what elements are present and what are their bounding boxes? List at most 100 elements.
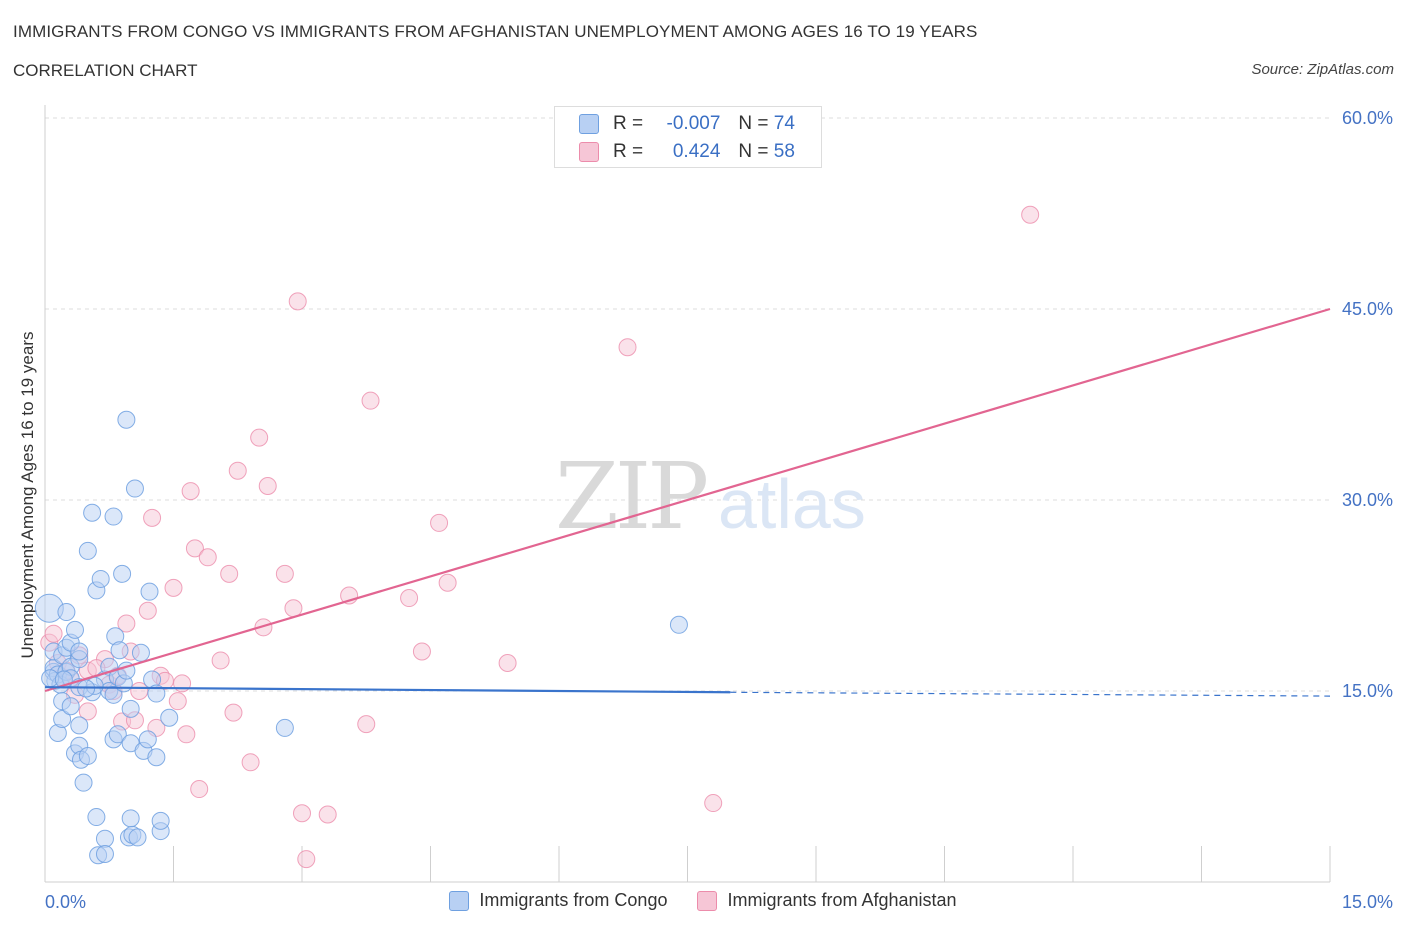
axes bbox=[44, 105, 1331, 883]
x-tick-label: 15.0% bbox=[1342, 892, 1393, 912]
congo-point bbox=[121, 809, 140, 828]
afghanistan-point bbox=[177, 725, 196, 744]
congo-point bbox=[140, 582, 159, 601]
congo-point bbox=[95, 844, 114, 863]
afghanistan-point bbox=[1021, 205, 1040, 224]
legend-r-label: R = bbox=[613, 113, 644, 134]
legend-r-value-afghanistan: 0.424 bbox=[672, 141, 721, 162]
congo-point bbox=[87, 808, 106, 827]
chart-subtitle: CORRELATION CHART bbox=[13, 61, 198, 80]
congo-point bbox=[78, 746, 97, 765]
legend-swatch-congo bbox=[449, 890, 470, 911]
congo-point bbox=[147, 748, 166, 767]
congo-point bbox=[151, 811, 170, 830]
afghanistan-point bbox=[143, 508, 162, 527]
afghanistan-point bbox=[181, 482, 200, 501]
afghanistan-point bbox=[78, 702, 97, 721]
congo-trend-line-extension bbox=[730, 691, 1331, 697]
congo-point bbox=[104, 685, 123, 704]
congo-point bbox=[70, 716, 89, 735]
afghanistan-point bbox=[117, 614, 136, 633]
congo-point bbox=[61, 697, 80, 716]
afghanistan-point bbox=[190, 780, 209, 799]
afghanistan-point bbox=[224, 703, 243, 722]
afghanistan-point bbox=[258, 476, 277, 495]
afghanistan-point bbox=[138, 601, 157, 620]
watermark-zip: ZIP bbox=[555, 443, 706, 550]
afghanistan-point bbox=[400, 589, 419, 608]
series-legend: Immigrants from Congo Immigrants from Af… bbox=[0, 890, 1406, 911]
afghanistan-point bbox=[228, 461, 247, 480]
watermark-atlas: atlas bbox=[718, 465, 866, 543]
afghanistan-point bbox=[211, 651, 230, 670]
afghanistan-point bbox=[168, 692, 187, 711]
legend-n-label: N = bbox=[738, 113, 769, 134]
legend-item-congo[interactable]: Immigrants from Congo bbox=[449, 890, 667, 911]
afghanistan-point bbox=[438, 573, 457, 592]
afghanistan-point bbox=[164, 578, 183, 597]
afghanistan-point bbox=[430, 513, 449, 532]
afghanistan-point bbox=[361, 391, 380, 410]
legend-swatch-afghanistan bbox=[579, 142, 599, 162]
congo-point bbox=[78, 541, 97, 560]
congo-point bbox=[83, 503, 102, 522]
congo-point bbox=[121, 699, 140, 718]
afghanistan-point bbox=[254, 618, 273, 637]
series-afghanistan-points bbox=[40, 205, 1040, 869]
congo-point bbox=[113, 564, 132, 583]
congo-point bbox=[95, 829, 114, 848]
congo-trend-line bbox=[44, 686, 731, 694]
legend-label-afghanistan: Immigrants from Afghanistan bbox=[727, 890, 957, 910]
y-tick-label: 60.0% bbox=[1342, 108, 1393, 128]
congo-point bbox=[65, 620, 84, 639]
afghanistan-point bbox=[704, 794, 723, 813]
afghanistan-point bbox=[288, 292, 307, 311]
legend-n-label: N = bbox=[738, 141, 769, 162]
afghanistan-point bbox=[250, 428, 269, 447]
afghanistan-trend-line bbox=[44, 307, 1331, 693]
congo-point bbox=[669, 615, 688, 634]
afghanistan-point bbox=[198, 548, 217, 567]
afghanistan-point bbox=[220, 564, 239, 583]
congo-point bbox=[57, 603, 76, 622]
afghanistan-point bbox=[284, 599, 303, 618]
congo-point bbox=[147, 684, 166, 703]
congo-point bbox=[128, 828, 147, 847]
congo-point bbox=[104, 507, 123, 526]
legend-swatch-afghanistan bbox=[697, 890, 718, 911]
legend-row-afghanistan: R = 0.424 N = 58 bbox=[579, 139, 795, 165]
legend-n-value-afghanistan: 58 bbox=[773, 141, 795, 162]
congo-point bbox=[74, 773, 93, 792]
afghanistan-point bbox=[412, 642, 431, 661]
legend-n-value-congo: 74 bbox=[773, 113, 795, 134]
afghanistan-point bbox=[293, 804, 311, 823]
afghanistan-point bbox=[275, 564, 294, 583]
congo-point bbox=[117, 410, 136, 429]
correlation-legend: R = -0.007 N = 74 R = 0.424 N = 58 bbox=[554, 106, 822, 168]
watermark: ZIP atlas bbox=[555, 443, 866, 550]
congo-point bbox=[91, 569, 110, 588]
congo-point bbox=[131, 643, 150, 662]
trend-lines bbox=[44, 307, 1331, 697]
afghanistan-point bbox=[185, 539, 204, 558]
congo-point bbox=[275, 718, 294, 737]
legend-r-value-congo: -0.007 bbox=[666, 113, 721, 134]
congo-point bbox=[53, 710, 72, 729]
congo-point bbox=[110, 641, 129, 660]
y-tick-label: 30.0% bbox=[1342, 490, 1393, 510]
congo-point bbox=[125, 479, 144, 498]
afghanistan-point bbox=[318, 805, 337, 824]
afghanistan-point bbox=[297, 850, 316, 869]
congo-point bbox=[138, 730, 157, 749]
legend-item-afghanistan[interactable]: Immigrants from Afghanistan bbox=[697, 890, 957, 911]
tick-labels: 15.0% 30.0% 45.0% 60.0% 0.0% 15.0% bbox=[45, 108, 1393, 912]
congo-point bbox=[160, 708, 179, 727]
legend-swatch-congo bbox=[579, 114, 599, 134]
chart-title: IMMIGRANTS FROM CONGO VS IMMIGRANTS FROM… bbox=[13, 22, 978, 41]
y-tick-label: 15.0% bbox=[1342, 681, 1393, 701]
legend-label-congo: Immigrants from Congo bbox=[479, 890, 668, 910]
congo-point bbox=[108, 725, 127, 744]
afghanistan-point bbox=[357, 715, 376, 734]
afghanistan-point bbox=[44, 624, 63, 643]
